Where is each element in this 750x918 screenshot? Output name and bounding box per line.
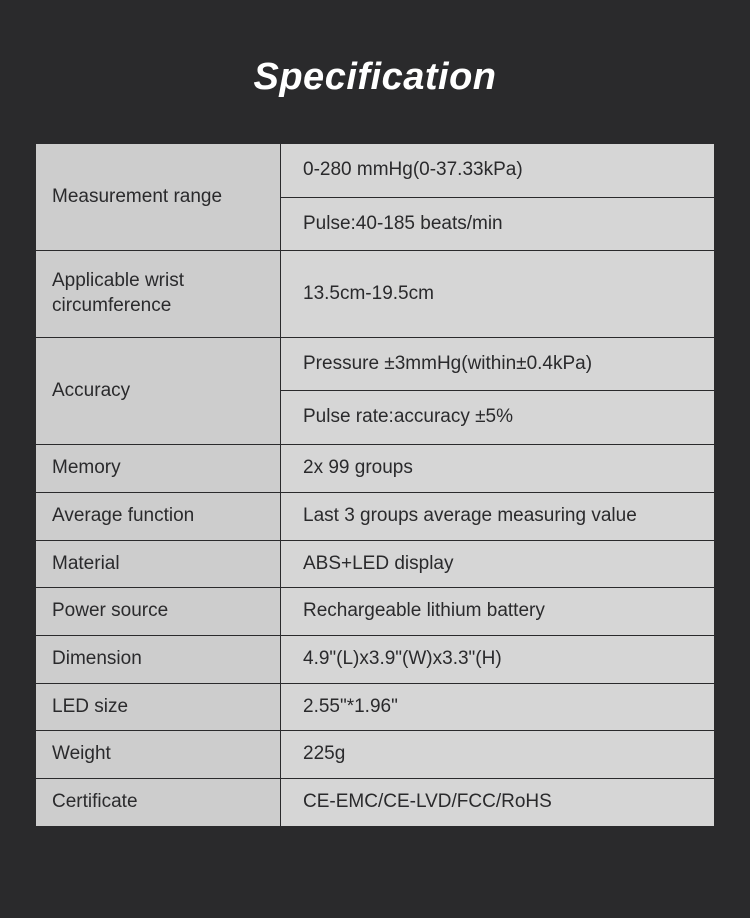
row-label-memory: Memory <box>36 445 281 493</box>
row-value-dimension: 4.9"(L)x3.9"(W)x3.3"(H) <box>281 635 715 683</box>
specification-table: Measurement range 0-280 mmHg(0-37.33kPa)… <box>35 143 715 827</box>
row-label-average: Average function <box>36 492 281 540</box>
row-value-memory: 2x 99 groups <box>281 445 715 493</box>
row-value-accuracy-0: Pressure ±3mmHg(within±0.4kPa) <box>281 337 715 391</box>
row-label-measurement-range: Measurement range <box>36 144 281 251</box>
row-label-power: Power source <box>36 588 281 636</box>
row-value-led: 2.55"*1.96" <box>281 683 715 731</box>
row-value-weight: 225g <box>281 731 715 779</box>
row-value-material: ABS+LED display <box>281 540 715 588</box>
row-value-power: Rechargeable lithium battery <box>281 588 715 636</box>
page-title: Specification <box>0 0 750 143</box>
row-label-material: Material <box>36 540 281 588</box>
row-value-measurement-range-0: 0-280 mmHg(0-37.33kPa) <box>281 144 715 198</box>
row-label-led: LED size <box>36 683 281 731</box>
row-label-wrist: Applicable wrist circumference <box>36 251 281 337</box>
row-value-measurement-range-1: Pulse:40-185 beats/min <box>281 197 715 251</box>
row-value-accuracy-1: Pulse rate:accuracy ±5% <box>281 391 715 445</box>
row-value-wrist: 13.5cm-19.5cm <box>281 251 715 337</box>
row-value-average: Last 3 groups average measuring value <box>281 492 715 540</box>
row-label-certificate: Certificate <box>36 778 281 826</box>
row-value-certificate: CE-EMC/CE-LVD/FCC/RoHS <box>281 778 715 826</box>
row-label-dimension: Dimension <box>36 635 281 683</box>
row-label-weight: Weight <box>36 731 281 779</box>
row-label-accuracy: Accuracy <box>36 337 281 444</box>
